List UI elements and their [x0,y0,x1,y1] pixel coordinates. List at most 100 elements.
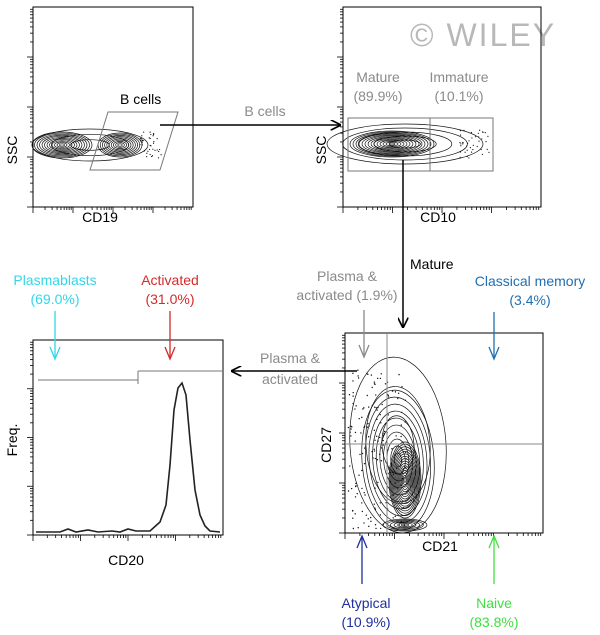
event-dot [151,155,153,158]
contour-line [361,134,423,154]
contour-line [106,137,134,153]
event-dot [397,392,400,394]
contour-line [379,139,405,149]
contour-line [389,139,421,149]
event-dot [354,440,356,442]
contour-line [31,128,149,162]
contour-line [393,453,417,507]
event-dot [149,131,151,133]
event-dot [376,409,378,411]
event-dot [357,377,360,379]
event-dot [361,416,363,419]
event-dot [374,487,376,489]
atypical-label: Atypical [341,595,390,611]
arrow-plasma-label-line1: Plasma & [260,350,321,366]
event-dot [469,147,471,149]
contour-line [382,518,428,532]
event-dot [374,406,376,408]
event-dot [362,408,364,410]
activated-arrowhead [164,346,176,361]
event-dot [481,138,483,140]
wiley-watermark: © WILEY [410,17,556,53]
event-dot [398,524,401,526]
event-dot [375,527,377,530]
contour-line [31,131,93,159]
contour-line [375,417,421,503]
event-dot [476,145,478,148]
event-dot [373,448,375,451]
event-dot [373,429,376,432]
contour-line [394,452,402,468]
event-dot [478,140,480,142]
contour-line [102,135,138,155]
event-dot [347,426,350,429]
event-dot [374,457,377,460]
contour-line [393,521,417,529]
event-dot [368,425,370,427]
event-dot [472,144,474,146]
panel-cd19: B cells CD19 SSC [4,6,194,225]
event-dot [391,448,393,450]
event-dot [460,143,462,145]
immature-label: Immature [429,69,488,85]
contour-line [390,446,420,514]
event-dot [152,142,155,144]
event-dot [478,136,480,138]
cd21-contour-plot [347,356,447,534]
contour-line [51,140,73,150]
panel-cd19-frame [32,6,194,208]
event-dot [139,137,141,139]
event-dot [376,459,379,461]
event-dot [396,467,398,469]
cd19-contour-plot [31,128,162,162]
event-dot [145,156,148,158]
event-dot [374,507,376,509]
event-dot [482,131,484,133]
event-dot [364,494,366,496]
event-dot [367,373,369,376]
event-dot [374,524,377,526]
event-dot [396,488,399,490]
event-dot [463,129,465,131]
contour-line [400,523,410,527]
event-dot [360,432,362,434]
event-dot [355,485,357,487]
naive-arrowhead [488,534,500,549]
event-dot [149,137,151,140]
event-dot [146,152,148,154]
contour-line [399,467,411,493]
contour-line [99,133,141,157]
event-dot [363,425,366,428]
contour-line [372,410,424,510]
event-dot [376,418,378,421]
event-dot [405,458,408,460]
event-dot [152,133,155,135]
event-dot [459,134,462,136]
event-dot [459,142,461,144]
cd21-ylabel: CD27 [318,427,334,463]
contour-line [41,135,83,155]
contour-line [50,133,130,157]
event-dot [379,377,382,380]
event-dot [488,151,490,153]
contour-line [383,431,413,489]
event-dot [373,381,376,383]
contour-line [376,139,408,149]
event-dot [354,408,356,410]
event-dot [468,157,470,159]
event-dot [154,149,156,151]
event-dot [484,132,486,134]
event-dot [466,145,468,147]
event-dot [151,155,154,157]
event-dot [141,144,143,146]
panel-cd20-ticks [27,341,222,541]
contour-line [59,143,65,147]
contour-line [39,134,85,156]
activated-label: Activated [141,272,199,288]
event-dot [373,383,376,385]
event-dot [349,465,351,467]
cd20-histogram-curve [36,381,221,533]
contour-line [389,520,421,530]
bcells-gate-label: B cells [120,91,161,107]
event-dot [367,422,369,425]
